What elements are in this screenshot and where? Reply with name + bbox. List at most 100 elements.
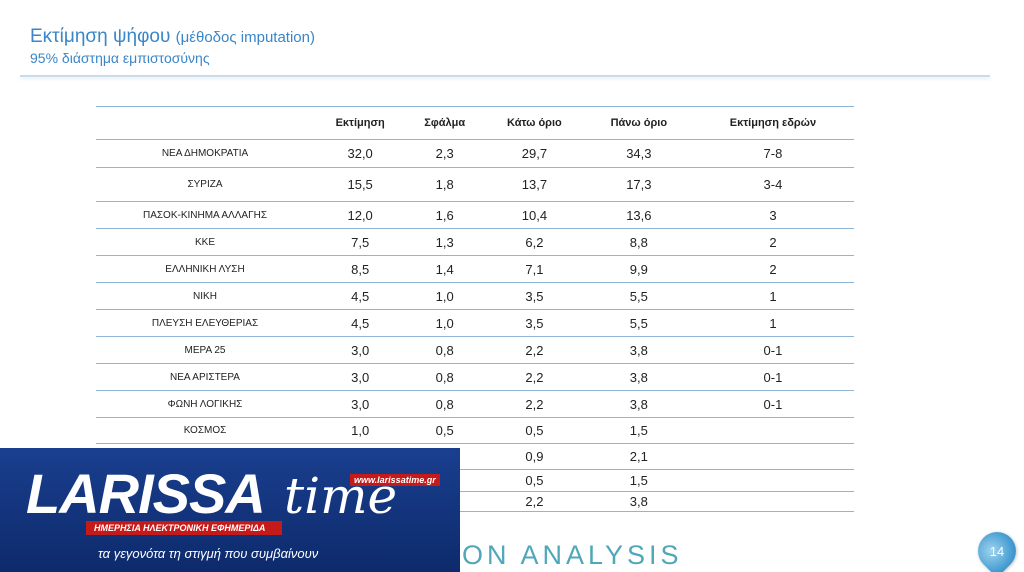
cell-upper: 8,8 bbox=[585, 228, 692, 256]
party-name: ΚΟΣΜΟΣ bbox=[96, 417, 314, 444]
table-row: ΠΛΕΥΣΗ ΕΛΕΥΘΕΡΙΑΣ 4,5 1,0 3,5 5,5 1 bbox=[96, 309, 854, 337]
cell-seats: 3 bbox=[691, 201, 854, 229]
cell-lower: 3,5 bbox=[483, 309, 586, 337]
party-name: ΝΙΚΗ bbox=[96, 282, 314, 310]
slide-subtitle: 95% διάστημα εμπιστοσύνης bbox=[30, 50, 210, 66]
cell-lower: 2,2 bbox=[483, 390, 586, 418]
cell-upper: 1,5 bbox=[585, 417, 692, 444]
cell-error: 1,4 bbox=[406, 255, 484, 283]
table-row: ΕΛΛΗΝΙΚΗ ΛΥΣΗ 8,5 1,4 7,1 9,9 2 bbox=[96, 255, 854, 283]
cell-estimate: 4,5 bbox=[314, 282, 407, 310]
cell-estimate: 3,0 bbox=[314, 336, 407, 364]
cell-error: 0,5 bbox=[406, 417, 484, 444]
cell-lower: 2,2 bbox=[483, 491, 586, 512]
party-name: ΜΕΡΑ 25 bbox=[96, 336, 314, 364]
cell-estimate: 32,0 bbox=[314, 139, 407, 168]
cell-upper: 5,5 bbox=[585, 282, 692, 310]
cell-lower: 0,5 bbox=[483, 417, 586, 444]
cell-seats: 2 bbox=[691, 228, 854, 256]
cell-seats: 1 bbox=[691, 309, 854, 337]
party-name: ΚΚΕ bbox=[96, 228, 314, 256]
cell-estimate: 4,5 bbox=[314, 309, 407, 337]
cell-upper: 1,5 bbox=[585, 469, 692, 492]
party-name: ΠΑΣΟΚ-ΚΙΝΗΜΑ ΑΛΛΑΓΗΣ bbox=[96, 201, 314, 229]
slide-title: Εκτίμηση ψήφου (μέθοδος imputation) bbox=[30, 26, 315, 49]
cell-upper: 17,3 bbox=[585, 167, 692, 202]
cell-error: 1,0 bbox=[406, 309, 484, 337]
table-row: ΚΟΣΜΟΣ 1,0 0,5 0,5 1,5 bbox=[96, 417, 854, 444]
table-row: ΠΑΣΟΚ-ΚΙΝΗΜΑ ΑΛΛΑΓΗΣ 12,0 1,6 10,4 13,6 3 bbox=[96, 201, 854, 229]
cell-error: 1,8 bbox=[406, 167, 484, 202]
table-row: ΣΥΡΙΖΑ 15,5 1,8 13,7 17,3 3-4 bbox=[96, 167, 854, 202]
column-header-lower: Κάτω όριο bbox=[483, 106, 586, 140]
title-main: Εκτίμηση ψήφου bbox=[30, 26, 171, 47]
cell-error: 1,3 bbox=[406, 228, 484, 256]
party-name: ΝΕΑ ΑΡΙΣΤΕΡΑ bbox=[96, 363, 314, 391]
table-row: ΝΕΑ ΑΡΙΣΤΕΡΑ 3,0 0,8 2,2 3,8 0-1 bbox=[96, 363, 854, 391]
party-name: ΠΛΕΥΣΗ ΕΛΕΥΘΕΡΙΑΣ bbox=[96, 309, 314, 337]
table-row: ΦΩΝΗ ΛΟΓΙΚΗΣ 3,0 0,8 2,2 3,8 0-1 bbox=[96, 390, 854, 418]
cell-error: 2,3 bbox=[406, 139, 484, 168]
party-name: ΝΕΑ ΔΗΜΟΚΡΑΤΙΑ bbox=[96, 139, 314, 168]
cell-upper: 3,8 bbox=[585, 491, 692, 512]
cell-upper: 13,6 bbox=[585, 201, 692, 229]
title-note: (μέθοδος imputation) bbox=[175, 29, 315, 46]
cell-lower: 13,7 bbox=[483, 167, 586, 202]
party-name: ΕΛΛΗΝΙΚΗ ΛΥΣΗ bbox=[96, 255, 314, 283]
cell-seats: 7-8 bbox=[691, 139, 854, 168]
table-row: ΜΕΡΑ 25 3,0 0,8 2,2 3,8 0-1 bbox=[96, 336, 854, 364]
cell-seats bbox=[691, 443, 854, 470]
larissatime-logo-overlay: LARISSA time www.larissatime.gr ΗΜΕΡΗΣΙΑ… bbox=[0, 448, 460, 572]
cell-lower: 2,2 bbox=[483, 336, 586, 364]
cell-upper: 5,5 bbox=[585, 309, 692, 337]
logo-brand: LARISSA bbox=[26, 462, 266, 525]
table-row: ΝΙΚΗ 4,5 1,0 3,5 5,5 1 bbox=[96, 282, 854, 310]
logo-band-text: ΗΜΕΡΗΣΙΑ ΗΛΕΚΤΡΟΝΙΚΗ ΕΦΗΜΕΡΙΔΑ bbox=[86, 521, 282, 535]
cell-error: 1,0 bbox=[406, 282, 484, 310]
cell-lower: 7,1 bbox=[483, 255, 586, 283]
cell-upper: 2,1 bbox=[585, 443, 692, 470]
column-header-party bbox=[96, 106, 314, 140]
party-name: ΣΥΡΙΖΑ bbox=[96, 167, 314, 202]
cell-seats: 2 bbox=[691, 255, 854, 283]
cell-estimate: 7,5 bbox=[314, 228, 407, 256]
cell-seats: 0-1 bbox=[691, 390, 854, 418]
cell-error: 0,8 bbox=[406, 363, 484, 391]
table-body: ΝΕΑ ΔΗΜΟΚΡΑΤΙΑ 32,0 2,3 29,7 34,3 7-8 ΣΥΡΙΖΑ 15… bbox=[96, 139, 854, 512]
cell-upper: 3,8 bbox=[585, 336, 692, 364]
footer-brand-text: ΟΝ ΑΝΑLYSIS bbox=[462, 540, 683, 570]
party-name: ΦΩΝΗ ΛΟΓΙΚΗΣ bbox=[96, 390, 314, 418]
page-number: 14 bbox=[989, 544, 1005, 559]
cell-seats: 0-1 bbox=[691, 363, 854, 391]
cell-seats: 0-1 bbox=[691, 336, 854, 364]
cell-seats bbox=[691, 469, 854, 492]
cell-estimate: 1,0 bbox=[314, 417, 407, 444]
cell-lower: 10,4 bbox=[483, 201, 586, 229]
column-header-estimate: Εκτίμηση bbox=[314, 106, 407, 140]
cell-lower: 0,9 bbox=[483, 443, 586, 470]
vote-estimate-table: Εκτίμηση Σφάλμα Κάτω όριο Πάνω όριο Εκτί… bbox=[96, 106, 854, 512]
cell-estimate: 3,0 bbox=[314, 390, 407, 418]
cell-estimate: 3,0 bbox=[314, 363, 407, 391]
cell-lower: 6,2 bbox=[483, 228, 586, 256]
cell-error: 0,8 bbox=[406, 390, 484, 418]
cell-upper: 34,3 bbox=[585, 139, 692, 168]
slide-header: Εκτίμηση ψήφου (μέθοδος imputation) 95% … bbox=[30, 26, 315, 67]
cell-lower: 0,5 bbox=[483, 469, 586, 492]
cell-upper: 3,8 bbox=[585, 363, 692, 391]
cell-error: 0,8 bbox=[406, 336, 484, 364]
cell-lower: 3,5 bbox=[483, 282, 586, 310]
cell-seats: 3-4 bbox=[691, 167, 854, 202]
table-header-row: Εκτίμηση Σφάλμα Κάτω όριο Πάνω όριο Εκτί… bbox=[96, 106, 854, 140]
column-header-upper: Πάνω όριο bbox=[585, 106, 692, 140]
cell-upper: 9,9 bbox=[585, 255, 692, 283]
column-header-error: Σφάλμα bbox=[406, 106, 484, 140]
cell-upper: 3,8 bbox=[585, 390, 692, 418]
table-row: ΚΚΕ 7,5 1,3 6,2 8,8 2 bbox=[96, 228, 854, 256]
cell-estimate: 8,5 bbox=[314, 255, 407, 283]
cell-estimate: 15,5 bbox=[314, 167, 407, 202]
cell-seats: 1 bbox=[691, 282, 854, 310]
logo-url: www.larissatime.gr bbox=[350, 474, 440, 486]
column-header-seats: Εκτίμηση εδρών bbox=[691, 106, 854, 140]
cell-lower: 2,2 bbox=[483, 363, 586, 391]
